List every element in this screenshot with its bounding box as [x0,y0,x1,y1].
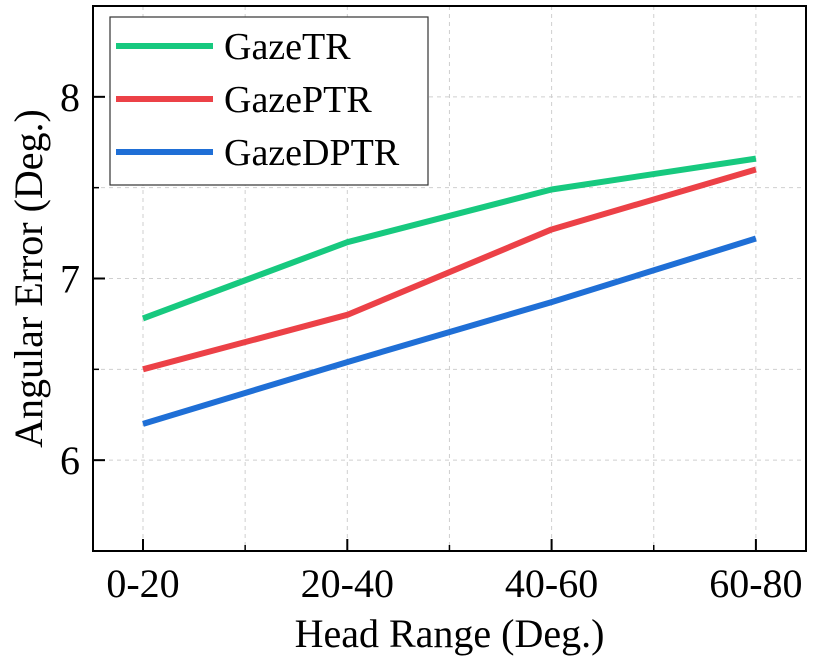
x-axis-label: Head Range (Deg.) [295,611,605,656]
legend-label: GazePTR [224,79,372,121]
y-tick-label: 8 [60,75,80,120]
series-line-gazetr [141,155,757,322]
x-tick-label: 60-80 [709,561,802,606]
series-line-gazeptr [142,166,757,373]
x-tick-label: 40-60 [505,561,598,606]
y-tick-label: 7 [60,257,80,302]
x-tick-label: 0-20 [106,561,179,606]
plot-frame [92,5,807,552]
legend: GazeTR GazePTR GazeDPTR [109,16,429,186]
y-tick-labels: 6 7 8 [60,75,80,483]
x-tick-label: 20-40 [301,561,394,606]
series-layer [141,155,757,427]
y-axis-label: Angular Error (Deg.) [6,109,51,448]
legend-label: GazeDPTR [224,132,400,174]
series-line-gazedptr [142,235,757,427]
x-tick-labels: 0-20 20-40 40-60 60-80 [106,561,802,606]
legend-label: GazeTR [224,26,351,68]
y-tick-label: 6 [60,438,80,483]
